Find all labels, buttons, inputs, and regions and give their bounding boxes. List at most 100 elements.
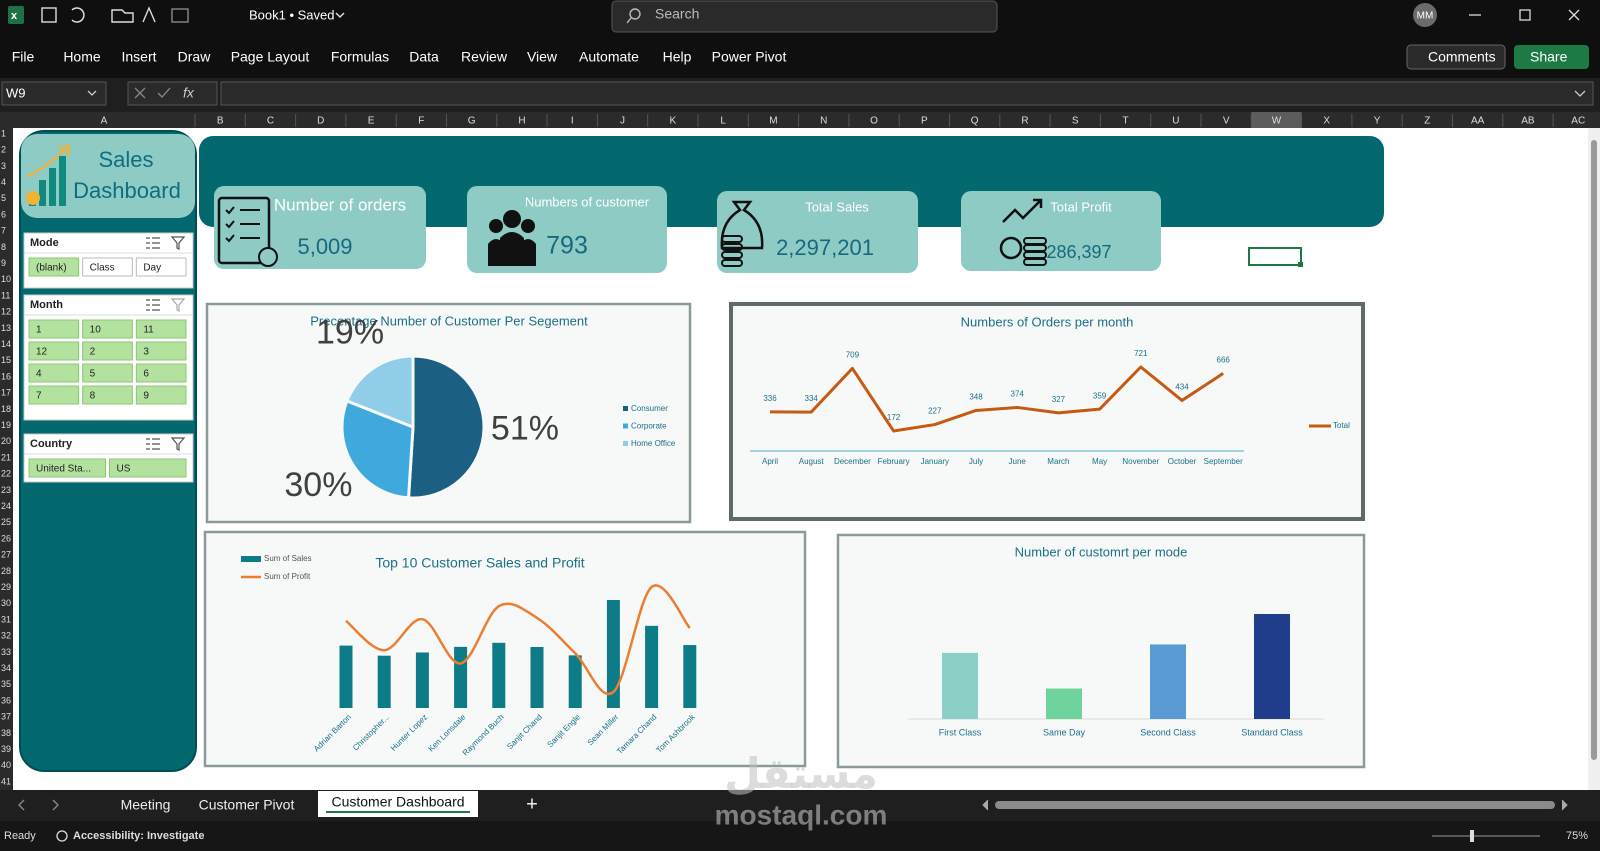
row-header[interactable]: 20: [1, 436, 11, 446]
slicer-item-label[interactable]: (blank): [36, 263, 67, 274]
row-header[interactable]: 28: [1, 566, 11, 576]
column-header[interactable]: K: [670, 116, 677, 127]
row-header[interactable]: 41: [1, 776, 11, 786]
column-header[interactable]: H: [518, 116, 525, 127]
row-header[interactable]: 9: [1, 258, 6, 268]
slicer-item[interactable]: [135, 385, 187, 405]
column-header[interactable]: P: [921, 116, 928, 127]
row-header[interactable]: 35: [1, 679, 11, 689]
row-header[interactable]: 18: [1, 404, 11, 414]
column-header[interactable]: I: [571, 116, 574, 127]
ribbon-tab[interactable]: File: [12, 49, 35, 65]
zoom-thumb[interactable]: [1470, 830, 1474, 842]
file-name[interactable]: Book1 • Saved: [249, 7, 335, 22]
slicer-item[interactable]: [28, 319, 80, 339]
slicer-item-label[interactable]: 9: [143, 391, 149, 402]
column-header[interactable]: D: [317, 116, 324, 127]
multi-select-icon[interactable]: [146, 237, 160, 249]
column-header[interactable]: E: [368, 116, 375, 127]
slicer-item-label[interactable]: United Sta...: [36, 464, 91, 475]
slicer-item[interactable]: [28, 385, 80, 405]
multi-select-icon[interactable]: [146, 438, 160, 450]
row-header[interactable]: 32: [1, 631, 11, 641]
column-header[interactable]: A: [101, 116, 108, 127]
slicer-item-label[interactable]: US: [117, 464, 131, 475]
slicer-item[interactable]: [28, 257, 80, 277]
slicer-item-label[interactable]: 10: [90, 325, 102, 336]
row-header[interactable]: 26: [1, 533, 11, 543]
row-header[interactable]: 37: [1, 712, 11, 722]
h-scroll-thumb[interactable]: [995, 801, 1555, 809]
column-header[interactable]: V: [1223, 116, 1230, 127]
slicer-item-label[interactable]: 11: [143, 325, 154, 336]
name-box[interactable]: [1, 81, 107, 106]
clear-filter-icon[interactable]: [170, 236, 186, 250]
name-box-dropdown[interactable]: [87, 90, 97, 96]
row-header[interactable]: 19: [1, 420, 11, 430]
row-header[interactable]: 36: [1, 695, 11, 705]
zoom-level[interactable]: 75%: [1566, 830, 1588, 842]
restore[interactable]: [1519, 9, 1531, 21]
open-icon[interactable]: [111, 9, 134, 23]
column-header[interactable]: X: [1323, 116, 1330, 127]
row-header[interactable]: 12: [1, 307, 11, 317]
column-header[interactable]: N: [820, 116, 827, 127]
row-header[interactable]: 7: [1, 226, 6, 236]
row-header[interactable]: 21: [1, 452, 11, 462]
row-header[interactable]: 16: [1, 371, 11, 381]
column-header[interactable]: S: [1072, 116, 1079, 127]
slicer-item[interactable]: [135, 341, 187, 361]
ribbon-tab[interactable]: Automate: [579, 49, 639, 65]
slicer-item[interactable]: [28, 458, 106, 478]
sheet-tab[interactable]: Meeting: [121, 797, 171, 813]
sheet-tab[interactable]: Customer Dashboard: [331, 794, 464, 810]
fx-label[interactable]: fx: [183, 85, 195, 101]
row-header[interactable]: 13: [1, 323, 11, 333]
slicer-item-label[interactable]: 4: [36, 369, 42, 380]
ribbon-tab[interactable]: View: [527, 49, 558, 65]
slicer-item[interactable]: [28, 341, 80, 361]
ribbon-tab[interactable]: Data: [409, 49, 439, 65]
ribbon-tab[interactable]: Formulas: [331, 49, 389, 65]
row-header[interactable]: 14: [1, 339, 11, 349]
slicer-item-label[interactable]: 8: [90, 391, 96, 402]
slicer-item[interactable]: [82, 385, 133, 405]
ribbon-tab[interactable]: Help: [663, 49, 692, 65]
slicer-item[interactable]: [135, 319, 187, 339]
row-header[interactable]: 6: [1, 209, 6, 219]
slicer-item-label[interactable]: 6: [143, 369, 149, 380]
row-header[interactable]: 23: [1, 485, 11, 495]
ribbon-tab[interactable]: Insert: [121, 49, 156, 65]
row-header[interactable]: 17: [1, 388, 11, 398]
row-header[interactable]: 38: [1, 728, 11, 738]
row-header[interactable]: 2: [1, 145, 6, 155]
multi-select-icon[interactable]: [146, 299, 160, 311]
column-header[interactable]: L: [720, 116, 726, 127]
row-header[interactable]: 24: [1, 501, 11, 511]
ribbon-tab[interactable]: Review: [461, 49, 508, 65]
add-sheet[interactable]: +: [526, 793, 538, 815]
h-scroll-arrows[interactable]: [982, 799, 1568, 811]
search-placeholder[interactable]: Search: [655, 6, 699, 22]
column-header[interactable]: B: [217, 116, 224, 127]
avatar-initials[interactable]: MM: [1417, 11, 1434, 22]
row-header[interactable]: 4: [1, 177, 6, 187]
column-header[interactable]: T: [1122, 116, 1128, 127]
excel-icon[interactable]: [8, 6, 24, 24]
column-header[interactable]: F: [418, 116, 424, 127]
save-icon[interactable]: [41, 7, 57, 23]
column-header[interactable]: AC: [1571, 116, 1585, 127]
column-header[interactable]: C: [267, 116, 274, 127]
name-box-value[interactable]: W9: [6, 85, 26, 100]
slicer-item-label[interactable]: 5: [90, 369, 96, 380]
row-header[interactable]: 1: [1, 128, 6, 138]
column-header[interactable]: Q: [971, 116, 979, 127]
avatar[interactable]: [1413, 3, 1437, 27]
row-header[interactable]: 30: [1, 598, 11, 608]
column-header[interactable]: R: [1021, 116, 1028, 127]
row-header[interactable]: 25: [1, 517, 11, 527]
slicer-item-label[interactable]: 7: [36, 391, 42, 402]
ribbon-tab[interactable]: Power Pivot: [712, 49, 787, 65]
row-header[interactable]: 3: [1, 161, 6, 171]
slicer-item-label[interactable]: 2: [90, 347, 96, 358]
